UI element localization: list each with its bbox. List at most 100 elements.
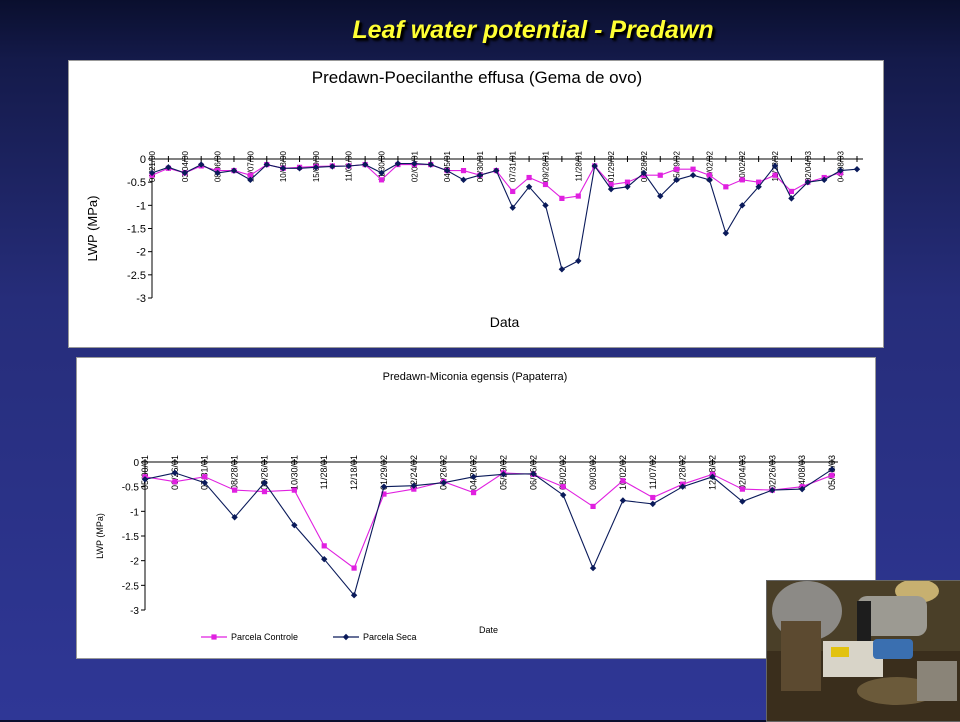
series-point-seca — [679, 483, 686, 490]
x-tick-label: 05/30/01 — [140, 455, 150, 490]
x-tick-label: 01/21/00 — [148, 150, 157, 182]
y-tick-label: -2.5 — [122, 581, 140, 592]
y-tick-label: -0.5 — [127, 177, 146, 189]
x-tick-label: 08/02/02 — [558, 455, 568, 490]
series-point-controle — [542, 181, 549, 188]
series-point-controle — [772, 172, 778, 178]
series-point-seca — [788, 195, 795, 202]
x-tick-label: 04/26/02 — [469, 455, 479, 490]
series-point-controle — [829, 472, 835, 478]
series-point-seca — [739, 498, 746, 505]
series-point-seca — [853, 165, 861, 173]
series-point-seca — [380, 483, 388, 490]
x-tick-label: 02/24/02 — [409, 455, 419, 490]
series-point-seca — [804, 178, 812, 186]
x-tick-label: 03/04/00 — [181, 150, 190, 182]
series-point-seca — [589, 564, 597, 572]
x-tick-label: 10/30/01 — [289, 455, 299, 490]
series-point-seca — [493, 167, 500, 174]
series-point-controle — [470, 489, 477, 496]
series-point-seca — [345, 162, 352, 170]
chart-panel-poecilanthe: Predawn-Poecilanthe effusa (Gema de ovo)… — [68, 60, 884, 348]
y-tick-label: -2 — [130, 557, 139, 568]
chart-title: Predawn-Miconia egensis (Papaterra) — [383, 371, 568, 383]
x-tick-label: 11/28/02 — [678, 455, 688, 489]
field-photo-illustration — [767, 581, 960, 721]
x-tick-label: 03/28/02 — [640, 150, 649, 182]
series-point-controle — [247, 172, 253, 178]
series-point-seca — [798, 485, 806, 493]
y-tick-label: -1 — [130, 507, 139, 518]
series-point-controle — [620, 478, 626, 484]
series-point-controle — [560, 484, 566, 490]
x-tick-label: 12/18/01 — [349, 455, 359, 490]
series-point-seca — [500, 471, 507, 478]
series-point-controle — [650, 494, 656, 501]
series-point-seca — [542, 202, 549, 209]
series-point-seca — [329, 163, 336, 170]
x-tick-label: 02/26/03 — [767, 455, 777, 490]
x-tick-label: 08/06/00 — [214, 150, 223, 182]
series-point-seca — [828, 466, 836, 473]
x-tick-label: 08/28/01 — [230, 455, 240, 490]
x-tick-label: 04/05/01 — [443, 150, 452, 182]
x-tick-label: 04/08/03 — [837, 150, 846, 182]
y-tick-label: -1 — [136, 200, 146, 212]
y-tick-label: -2 — [136, 247, 146, 259]
series-point-controle — [559, 195, 565, 201]
x-tick-label: 07/31/01 — [200, 455, 210, 490]
legend-label: Parcela Controle — [231, 632, 298, 642]
legend-label: Parcela Seca — [363, 632, 417, 642]
series-point-seca — [440, 479, 447, 486]
series-point-controle — [202, 474, 208, 480]
x-tick-label: 07/31/01 — [509, 150, 518, 182]
series-point-seca — [689, 172, 697, 179]
series-point-seca — [509, 204, 516, 211]
series-line — [144, 472, 833, 569]
series-point-seca — [591, 162, 598, 170]
series-point-controle — [788, 188, 795, 195]
series-point-seca — [624, 183, 631, 190]
series-point-seca — [619, 497, 627, 504]
series-point-controle — [674, 166, 680, 172]
series-point-controle — [739, 177, 745, 183]
series-point-seca — [411, 160, 418, 167]
series-point-controle — [261, 489, 268, 495]
series-point-controle — [608, 181, 614, 188]
series-point-seca — [837, 167, 844, 174]
series-point-seca — [427, 161, 434, 168]
series-point-controle — [706, 172, 713, 178]
series-point-seca — [530, 470, 537, 478]
series-point-seca — [476, 172, 484, 179]
series-point-seca — [709, 473, 716, 480]
x-tick-label: 02/04/03 — [737, 455, 747, 490]
series-point-seca — [312, 164, 320, 171]
chart-miconia: Predawn-Miconia egensis (Papaterra) 0 -0.5… — [95, 371, 838, 642]
series-point-seca — [821, 176, 828, 184]
legend-marker-seca — [342, 633, 350, 641]
x-tick-label: 10/02/02 — [618, 455, 628, 490]
series-point-controle — [321, 543, 327, 549]
series-point-seca — [181, 169, 188, 177]
series-point-seca — [722, 229, 730, 237]
series-point-seca — [214, 169, 221, 177]
x-axis-label: Data — [490, 314, 520, 330]
x-tick-label: 11/28/01 — [574, 150, 583, 181]
series-point-controle — [510, 188, 516, 195]
series-point-controle — [590, 503, 596, 509]
series-point-seca — [171, 469, 179, 477]
y-tick-label: -0.5 — [122, 483, 140, 494]
x-tick-label: 02/04/03 — [804, 150, 813, 182]
series-point-controle — [378, 177, 385, 183]
series-point-controle — [526, 174, 532, 181]
series-point-seca — [261, 479, 268, 486]
y-axis-label: LWP (MPa) — [95, 513, 105, 559]
series-point-controle — [291, 487, 297, 493]
chart-poecilanthe: Predawn-Poecilanthe effusa (Gema de ovo)… — [85, 68, 863, 330]
x-tick-label: 05/29/02 — [673, 150, 682, 182]
series-point-controle — [690, 166, 696, 172]
series-point-seca — [279, 165, 287, 172]
series-point-seca — [755, 183, 762, 190]
series-point-seca — [197, 161, 205, 168]
x-tick-label: 13/07/00 — [246, 150, 255, 182]
